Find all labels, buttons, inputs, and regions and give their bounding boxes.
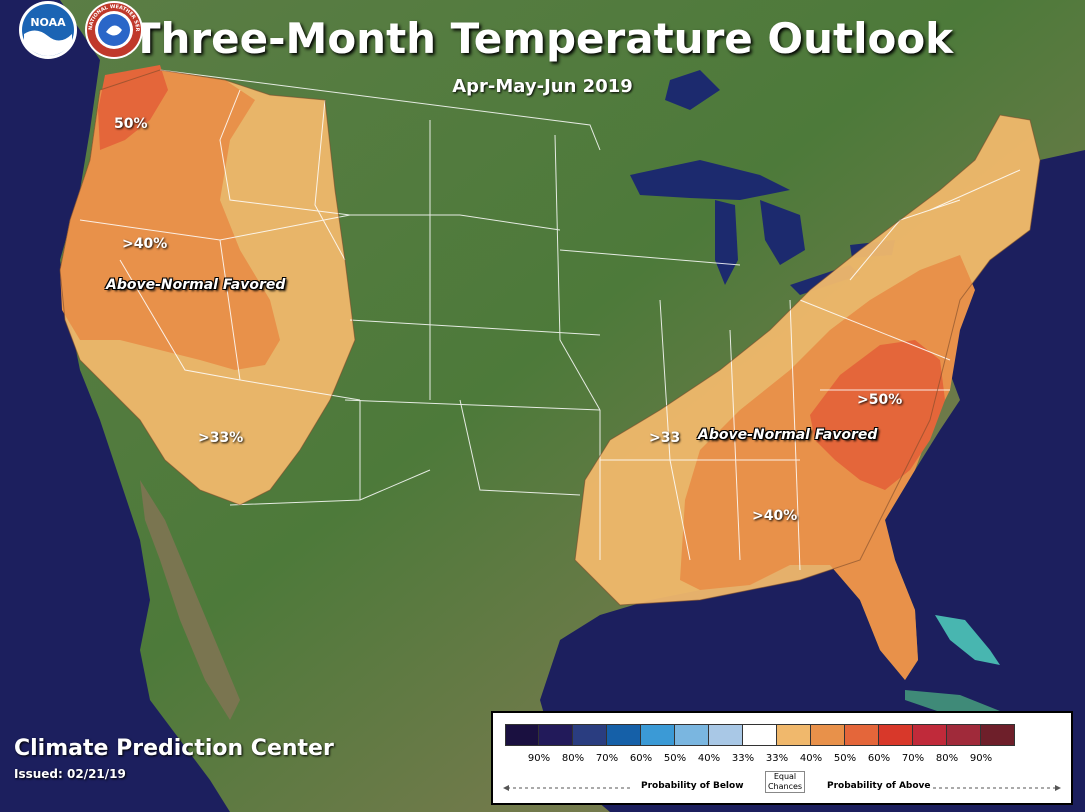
legend-tick-7: 33%	[765, 753, 789, 764]
label-east-33: >33	[649, 430, 681, 446]
legend-arrows	[503, 785, 1061, 791]
label-east-40: >40%	[752, 508, 798, 524]
lake-superior	[630, 160, 790, 200]
legend-below-label: Probability of Below	[641, 781, 744, 791]
label-west-33: >33%	[198, 430, 244, 446]
legend-tick-2: 70%	[595, 753, 619, 764]
climate-prediction-center: Climate Prediction Center	[14, 736, 334, 761]
legend-swatch-5	[675, 724, 709, 746]
east-above-50-area	[810, 340, 945, 490]
label-west-50: 50%	[114, 116, 148, 132]
legend-tick-4: 50%	[663, 753, 687, 764]
nws-logo-icon: NATIONAL WEATHER SERVICE	[84, 0, 143, 59]
legend-swatch-0	[505, 724, 539, 746]
region-east-label: Above-Normal Favored	[698, 427, 878, 443]
legend-above-label: Probability of Above	[827, 781, 931, 791]
legend-swatch-13	[947, 724, 981, 746]
legend-tick-11: 70%	[901, 753, 925, 764]
legend-tick-10: 60%	[867, 753, 891, 764]
legend-tick-3: 60%	[629, 753, 653, 764]
legend-swatch-4	[641, 724, 675, 746]
label-east-50: >50%	[857, 392, 903, 408]
legend-tick-1: 80%	[561, 753, 585, 764]
legend-tick-6: 33%	[731, 753, 755, 764]
legend-swatch-3	[607, 724, 641, 746]
noaa-logo-icon: NOAA	[19, 1, 77, 59]
legend-tick-12: 80%	[935, 753, 959, 764]
legend-swatch-10	[845, 724, 879, 746]
legend-tick-0: 90%	[527, 753, 551, 764]
west-above-40-area	[60, 70, 280, 370]
issued-date: Issued: 02/21/19	[14, 767, 126, 781]
legend-tick-8: 40%	[799, 753, 823, 764]
map-title: Three-Month Temperature Outlook	[131, 14, 954, 63]
legend-swatch-1	[539, 724, 573, 746]
legend-tick-13: 90%	[969, 753, 993, 764]
region-west-label: Above-Normal Favored	[106, 277, 286, 293]
legend: 90% 80% 70% 60% 50% 40% 33% 33% 40% 50% 60% 70% 80% 9…	[491, 711, 1073, 805]
hudson-bay-area	[665, 70, 720, 110]
legend-swatches	[505, 724, 1015, 746]
legend-tick-spacer	[505, 753, 522, 764]
legend-swatch-2	[573, 724, 607, 746]
legend-swatch-8	[777, 724, 811, 746]
legend-ticks: 90% 80% 70% 60% 50% 40% 33% 33% 40% 50% 60% 70% 80% 9…	[505, 753, 998, 764]
legend-swatch-12	[913, 724, 947, 746]
legend-tick-9: 50%	[833, 753, 857, 764]
west-above-50-area	[98, 65, 168, 150]
legend-swatch-14	[981, 724, 1015, 746]
label-west-40: >40%	[122, 236, 168, 252]
noaa-logo-text: NOAA	[30, 16, 66, 29]
legend-tick-5: 40%	[697, 753, 721, 764]
legend-swatch-7	[743, 724, 777, 746]
island-bahamas	[935, 615, 1000, 665]
legend-swatch-6	[709, 724, 743, 746]
land-baja	[140, 480, 240, 720]
outlook-contours	[59, 69, 1041, 606]
map-subtitle: Apr-May-Jun 2019	[452, 76, 633, 97]
legend-swatch-9	[811, 724, 845, 746]
legend-equal-label: Equal Chances	[765, 771, 805, 793]
legend-swatch-11	[879, 724, 913, 746]
lake-huron	[760, 200, 805, 265]
